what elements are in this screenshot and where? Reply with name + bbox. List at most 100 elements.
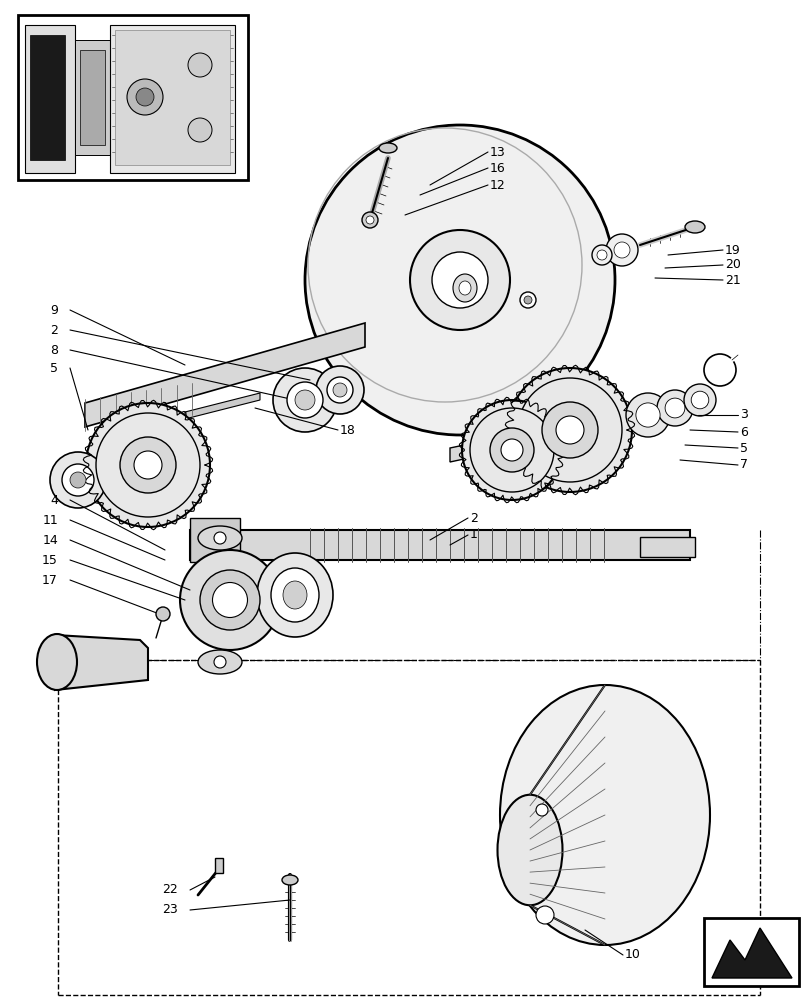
Polygon shape [530,685,604,945]
Bar [25,25,75,173]
Circle shape [305,125,614,435]
Circle shape [410,230,509,330]
Circle shape [523,296,531,304]
Text: 19: 19 [724,243,740,256]
Ellipse shape [294,390,315,410]
Ellipse shape [517,378,621,482]
Text: 9: 9 [50,304,58,316]
Ellipse shape [489,428,534,472]
Text: 2: 2 [50,324,58,336]
Polygon shape [639,537,694,557]
Circle shape [156,607,169,621]
Circle shape [366,216,374,224]
Ellipse shape [198,650,242,674]
Circle shape [214,656,225,668]
Ellipse shape [635,403,659,427]
Ellipse shape [541,402,597,458]
Ellipse shape [497,795,562,905]
Ellipse shape [86,403,210,527]
Ellipse shape [212,582,247,617]
Ellipse shape [656,390,692,426]
Ellipse shape [605,234,637,266]
Ellipse shape [596,250,607,260]
Ellipse shape [625,393,669,437]
Ellipse shape [37,634,77,690]
Ellipse shape [684,221,704,233]
Ellipse shape [508,368,631,492]
Bar [75,40,109,155]
Text: 21: 21 [724,273,740,286]
Bar [703,918,798,986]
Ellipse shape [62,464,94,496]
Text: 16: 16 [489,162,505,175]
Text: 22: 22 [162,883,178,896]
Circle shape [535,804,547,816]
Polygon shape [85,323,365,427]
Ellipse shape [613,242,629,258]
Text: 4: 4 [50,493,58,506]
Ellipse shape [283,581,307,609]
Text: 5: 5 [50,361,58,374]
Ellipse shape [272,368,337,432]
Text: 17: 17 [42,574,58,586]
Polygon shape [55,635,148,690]
Text: 2: 2 [470,512,478,524]
Polygon shape [449,395,699,462]
Text: 1: 1 [470,528,478,542]
Text: 8: 8 [50,344,58,357]
Ellipse shape [180,550,280,650]
Ellipse shape [200,570,260,630]
Ellipse shape [461,400,561,500]
Ellipse shape [281,875,298,885]
Ellipse shape [500,685,709,945]
Ellipse shape [96,413,200,517]
Ellipse shape [379,143,397,153]
Ellipse shape [470,408,553,492]
Bar [109,25,234,173]
Circle shape [214,532,225,544]
Circle shape [188,53,212,77]
Bar [18,15,247,180]
Circle shape [362,212,378,228]
Ellipse shape [500,439,522,461]
Text: 6: 6 [739,426,747,438]
Ellipse shape [286,382,323,418]
Ellipse shape [664,398,684,418]
Ellipse shape [453,274,476,302]
Ellipse shape [50,452,106,508]
Polygon shape [190,530,689,560]
Ellipse shape [257,553,333,637]
Ellipse shape [70,472,86,488]
Polygon shape [190,518,240,562]
Ellipse shape [458,281,470,295]
Text: 11: 11 [42,514,58,526]
Ellipse shape [198,526,242,550]
Ellipse shape [333,383,346,397]
Ellipse shape [120,437,176,493]
Text: 3: 3 [739,408,747,422]
Bar [215,858,223,873]
Circle shape [135,88,154,106]
Text: 20: 20 [724,258,740,271]
Ellipse shape [315,366,363,414]
Bar [30,35,65,160]
Circle shape [519,292,535,308]
Text: 18: 18 [340,424,355,436]
Ellipse shape [327,377,353,403]
Text: 15: 15 [42,554,58,566]
Circle shape [535,906,553,924]
Ellipse shape [271,568,319,622]
Text: 5: 5 [739,442,747,454]
Text: 10: 10 [624,948,640,961]
Text: 12: 12 [489,179,505,192]
Circle shape [431,252,487,308]
Ellipse shape [591,245,611,265]
Bar [115,30,230,165]
Ellipse shape [134,451,162,479]
Text: 23: 23 [162,903,178,916]
Ellipse shape [556,416,583,444]
Polygon shape [185,393,260,419]
Ellipse shape [683,384,715,416]
Text: 13: 13 [489,146,505,159]
Ellipse shape [690,391,708,409]
